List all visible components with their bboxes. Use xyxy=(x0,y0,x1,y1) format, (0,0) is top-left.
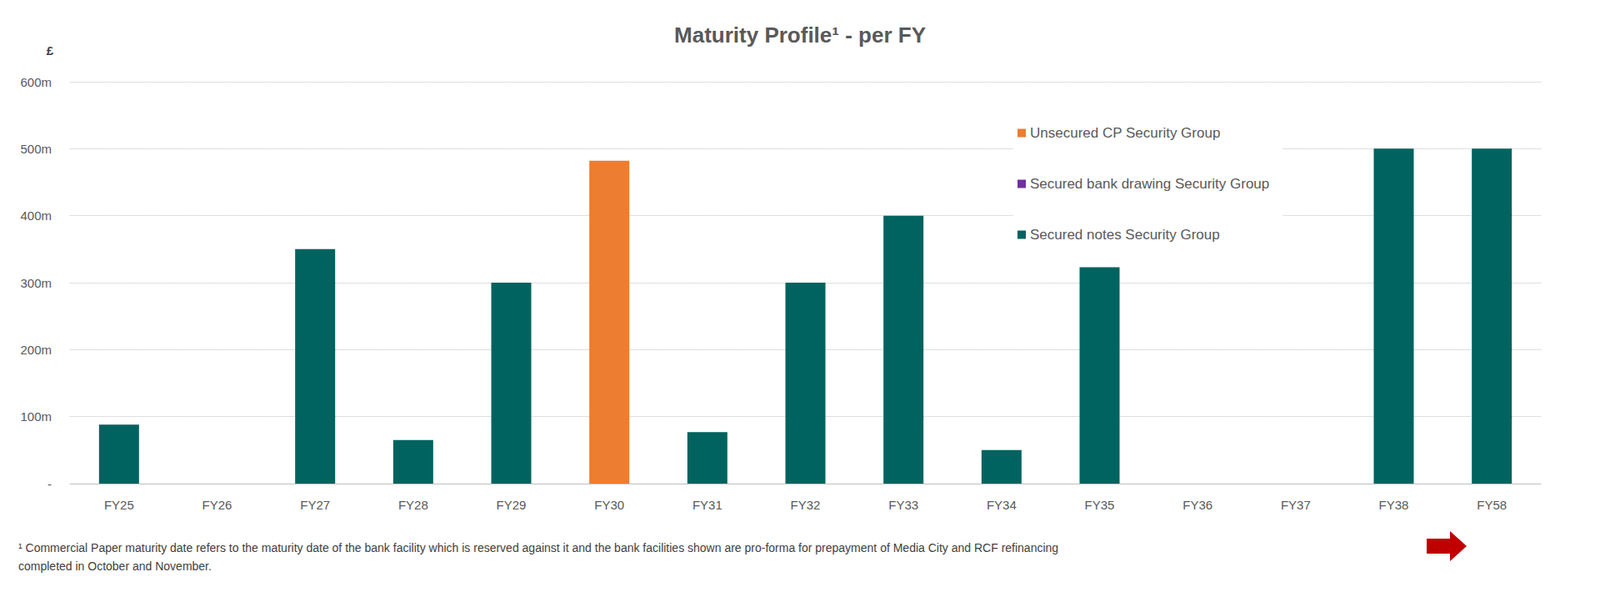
svg-text:FY32: FY32 xyxy=(790,497,821,512)
svg-text:300m: 300m xyxy=(20,275,52,290)
svg-text:Secured notes Security Group: Secured notes Security Group xyxy=(1030,226,1220,243)
svg-text:completed in October and Novem: completed in October and November. xyxy=(18,559,212,573)
svg-text:FY29: FY29 xyxy=(496,497,527,512)
svg-text:FY26: FY26 xyxy=(202,497,233,512)
svg-text:500m: 500m xyxy=(20,141,52,156)
svg-text:Maturity Profile¹ - per FY: Maturity Profile¹ - per FY xyxy=(674,22,926,48)
svg-text:FY31: FY31 xyxy=(692,497,723,512)
svg-text:FY28: FY28 xyxy=(398,497,429,512)
svg-text:-: - xyxy=(47,476,52,491)
svg-text:200m: 200m xyxy=(20,342,52,357)
svg-text:FY34: FY34 xyxy=(986,497,1017,512)
svg-text:FY38: FY38 xyxy=(1379,497,1410,512)
svg-text:£: £ xyxy=(46,43,55,58)
svg-text:FY33: FY33 xyxy=(888,497,919,512)
svg-text:FY35: FY35 xyxy=(1085,497,1115,512)
svg-text:100m: 100m xyxy=(20,409,52,424)
svg-text:400m: 400m xyxy=(20,208,52,223)
svg-text:FY27: FY27 xyxy=(300,497,330,512)
svg-text:Secured bank drawing Security: Secured bank drawing Security Group xyxy=(1030,175,1270,192)
svg-text:FY30: FY30 xyxy=(594,497,625,512)
svg-text:FY58: FY58 xyxy=(1476,497,1507,512)
svg-text:FY25: FY25 xyxy=(104,497,135,512)
svg-text:Unsecured CP Security Group: Unsecured CP Security Group xyxy=(1030,125,1220,141)
svg-text:600m: 600m xyxy=(20,75,52,90)
svg-text:FY36: FY36 xyxy=(1182,497,1213,512)
svg-text:FY37: FY37 xyxy=(1280,497,1311,512)
svg-text:¹ Commercial Paper maturity da: ¹ Commercial Paper maturity date refers … xyxy=(18,540,1059,555)
